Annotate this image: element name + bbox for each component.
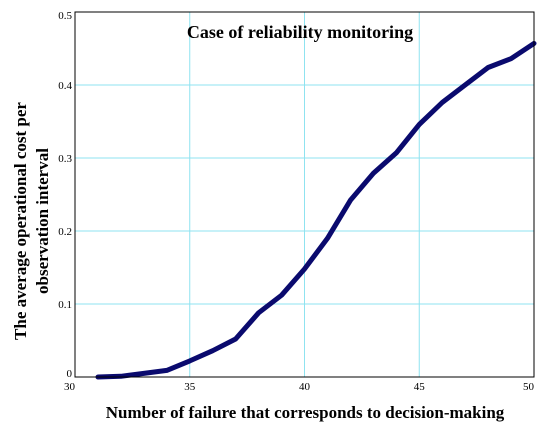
x-tick-label: 35 bbox=[184, 381, 196, 393]
x-tick-label: 45 bbox=[414, 381, 426, 393]
y-tick-label: 0.5 bbox=[58, 10, 72, 22]
tick-labels: 30 35 40 45 50 0 0.1 0.2 0.3 0.4 0.5 bbox=[58, 10, 534, 393]
y-axis-title-line-2: observation interval bbox=[33, 148, 52, 294]
series-line bbox=[95, 40, 537, 380]
y-tick-label: 0.2 bbox=[58, 226, 72, 238]
x-tick-label: 40 bbox=[299, 381, 311, 393]
grid bbox=[75, 12, 534, 377]
x-axis-title: Number of failure that corresponds to de… bbox=[106, 403, 505, 422]
y-tick-label: 0.1 bbox=[58, 299, 72, 311]
y-tick-label: 0.3 bbox=[58, 153, 72, 165]
y-tick-label: 0 bbox=[67, 368, 73, 380]
x-tick-label: 50 bbox=[523, 381, 535, 393]
y-tick-label: 0.4 bbox=[58, 80, 72, 92]
series-layer bbox=[95, 40, 537, 380]
chart-title: Case of reliability monitoring bbox=[187, 22, 413, 42]
plot-frame bbox=[74, 11, 535, 378]
x-tick-label: 30 bbox=[64, 381, 76, 393]
y-axis-title-line-1: The average operational cost per bbox=[11, 102, 30, 340]
